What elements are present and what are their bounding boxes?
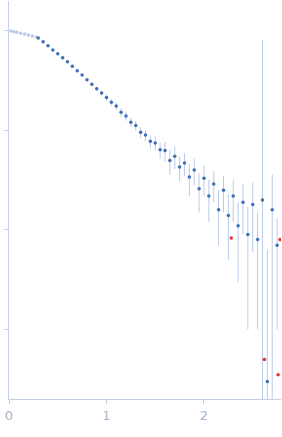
svg-text:1: 1 <box>102 408 110 423</box>
svg-text:2: 2 <box>200 408 208 423</box>
svg-text:0: 0 <box>5 408 13 423</box>
